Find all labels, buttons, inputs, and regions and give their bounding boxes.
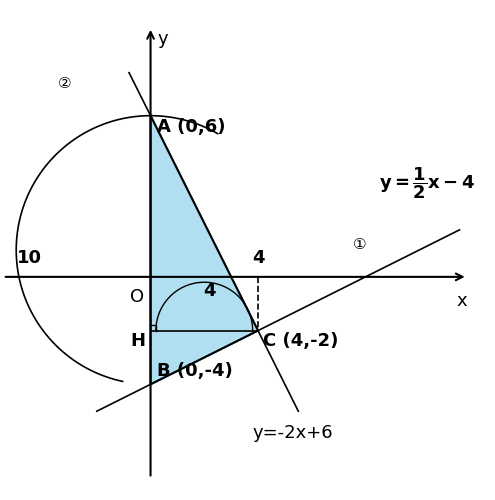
Text: y: y (157, 30, 168, 48)
Text: B (0,-4): B (0,-4) (157, 362, 233, 380)
Text: $\mathbf{y=\dfrac{1}{2}x-4}$: $\mathbf{y=\dfrac{1}{2}x-4}$ (379, 165, 475, 200)
Text: ①: ① (353, 237, 367, 252)
Text: O: O (130, 288, 144, 306)
Text: 4: 4 (203, 282, 216, 300)
Text: x: x (457, 292, 467, 310)
Text: C (4,-2): C (4,-2) (263, 332, 339, 350)
Text: y=-2x+6: y=-2x+6 (252, 424, 333, 442)
Polygon shape (150, 116, 258, 384)
Text: 10: 10 (17, 250, 42, 268)
Text: 4: 4 (252, 250, 264, 268)
Text: ②: ② (58, 76, 71, 91)
Text: A (0,6): A (0,6) (157, 118, 226, 136)
Text: H: H (130, 332, 145, 350)
